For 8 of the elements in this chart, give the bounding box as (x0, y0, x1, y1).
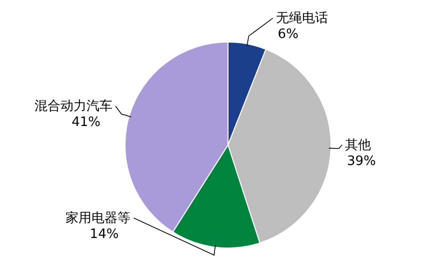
data-label: 14% (90, 227, 119, 242)
data-label: 41% (72, 115, 101, 130)
slice-label: 其他 (345, 138, 371, 153)
data-label: 39% (347, 154, 376, 169)
slice-label: 家用电器等 (66, 210, 131, 226)
slice-label: 无绳电话 (276, 11, 328, 26)
data-label: 6% (278, 27, 298, 42)
slice-label: 混合动力汽车 (34, 99, 113, 114)
